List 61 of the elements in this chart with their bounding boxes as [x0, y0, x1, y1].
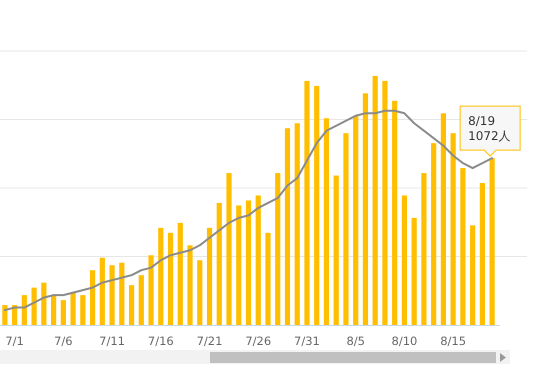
bar [128, 285, 134, 325]
bar [119, 262, 124, 325]
bar [431, 143, 436, 325]
bar [440, 113, 446, 325]
bar [109, 265, 115, 325]
bar [246, 200, 252, 325]
bar [275, 173, 280, 325]
bar [138, 275, 144, 325]
bar [100, 258, 105, 325]
bar [22, 295, 27, 325]
bar [362, 93, 368, 325]
bar [460, 168, 466, 325]
bar [236, 205, 242, 325]
bar [158, 228, 164, 325]
bar [168, 232, 174, 325]
bar [90, 270, 96, 325]
x-tick-label: 7/11 [99, 334, 125, 348]
x-tick-label: 8/10 [392, 334, 418, 348]
x-tick-label: 8/15 [440, 334, 466, 348]
x-tick-label: 8/5 [346, 334, 365, 348]
bar [148, 255, 154, 325]
bar [314, 86, 320, 325]
bar [284, 128, 290, 325]
bar [197, 260, 202, 325]
bar [206, 228, 212, 325]
bar [334, 176, 339, 325]
bar [490, 158, 495, 325]
bar [51, 295, 56, 325]
bar [32, 288, 37, 325]
bar [480, 183, 485, 325]
bar [382, 80, 388, 325]
bar [2, 305, 8, 325]
bar [343, 133, 349, 325]
bar [353, 116, 358, 325]
bar [60, 300, 66, 325]
bar [470, 225, 476, 325]
bar [265, 232, 271, 325]
bar [372, 76, 378, 325]
x-tick-label: 7/31 [294, 334, 320, 348]
x-tick-label: 7/21 [196, 334, 222, 348]
annotation: 8/19 1072人 [468, 114, 511, 144]
x-tick-label: 7/16 [148, 334, 174, 348]
bar [41, 282, 46, 325]
bar [402, 195, 408, 325]
bar [178, 222, 183, 325]
x-tick-label: 7/1 [5, 334, 24, 348]
bar [187, 245, 193, 325]
bar [392, 100, 398, 325]
bar [70, 292, 76, 325]
x-tick-label: 7/26 [245, 334, 272, 348]
bar [324, 118, 330, 325]
bar [412, 218, 417, 325]
x-tick-label: 7/6 [54, 334, 73, 348]
bar [421, 173, 427, 325]
bar [226, 173, 232, 325]
bar [80, 295, 86, 325]
bar [216, 202, 222, 325]
bar [294, 123, 300, 325]
bar [450, 133, 456, 325]
bar [256, 195, 261, 325]
bar [304, 80, 310, 325]
